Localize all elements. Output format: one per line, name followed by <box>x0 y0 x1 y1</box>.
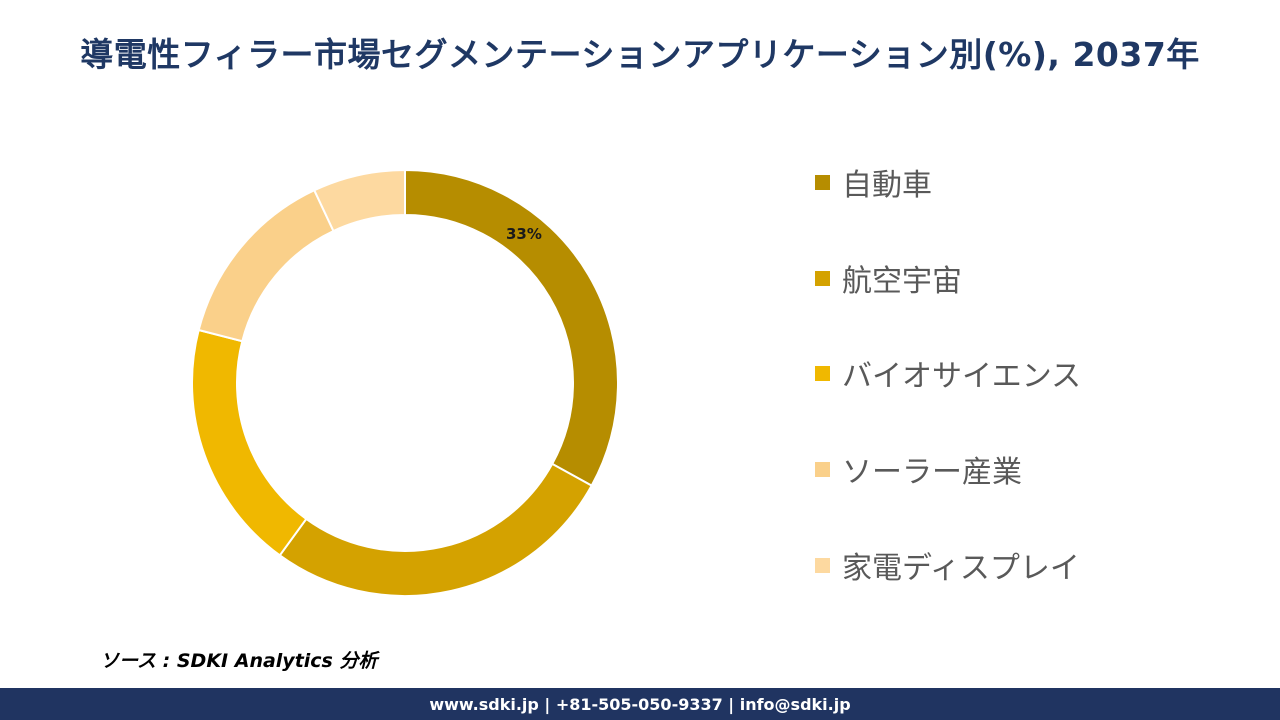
donut-slice <box>312 168 406 233</box>
legend-label: ソーラー産業 <box>842 455 1022 490</box>
legend-label: バイオサイエンス <box>842 359 1082 394</box>
legend-swatch <box>815 365 830 381</box>
donut-chart: 33% <box>180 158 630 608</box>
legend-item: バイオサイエンス <box>815 351 1081 395</box>
chart-legend: 自動車 航空宇宙 バイオサイエンス ソーラー産業 家電ディスプレイ <box>815 160 1255 600</box>
footer-bar: www.sdki.jp | +81-505-050-9337 | info@sd… <box>0 688 1280 720</box>
donut-slice <box>278 462 594 597</box>
legend-swatch <box>815 174 830 190</box>
legend-item: ソーラー産業 <box>815 447 1022 491</box>
donut-slice <box>197 188 335 343</box>
legend-item: 航空宇宙 <box>815 256 962 300</box>
legend-swatch <box>815 270 830 286</box>
legend-swatch <box>815 461 830 477</box>
legend-item: 家電ディスプレイ <box>815 543 1080 587</box>
donut-chart-svg: 33% <box>191 168 619 597</box>
donut-slice <box>404 168 619 487</box>
legend-swatch <box>815 557 830 573</box>
legend-label: 航空宇宙 <box>842 264 962 299</box>
legend-item: 自動車 <box>815 160 932 204</box>
footer-contact[interactable]: www.sdki.jp | +81-505-050-9337 | info@sd… <box>429 694 851 714</box>
chart-title: 導電性フィラー市場セグメンテーションアプリケーション別(%), 2037年 <box>80 35 1200 74</box>
data-label: 33% <box>506 225 542 243</box>
source-note: ソース : SDKI Analytics 分析 <box>100 650 378 672</box>
legend-label: 家電ディスプレイ <box>842 551 1080 586</box>
legend-label: 自動車 <box>842 168 932 203</box>
donut-slice <box>191 328 308 557</box>
